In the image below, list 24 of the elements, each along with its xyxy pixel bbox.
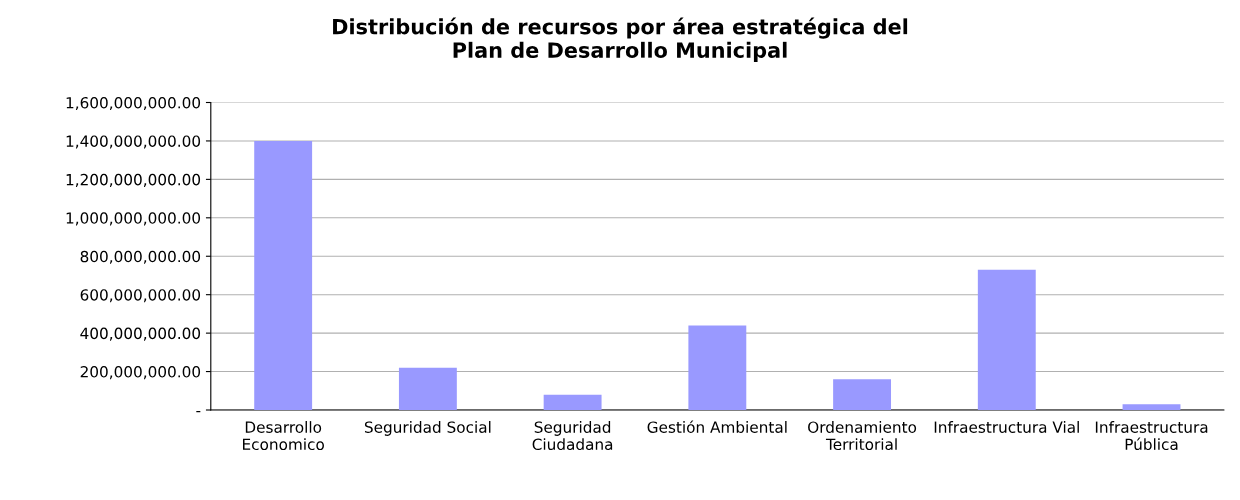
x-tick-label: Gestión Ambiental <box>647 420 787 433</box>
y-tick-label: 1,000,000,000.00 <box>66 212 201 226</box>
x-tick-label: Infraestructura Pública <box>1095 421 1208 451</box>
y-tick-label: - <box>196 411 201 413</box>
y-tick-label: 1,400,000,000.00 <box>66 135 201 149</box>
bar <box>543 394 602 410</box>
y-tick-label: 200,000,000.00 <box>80 366 201 380</box>
bar <box>977 269 1036 410</box>
x-tick-label: Ordenamiento Territorial <box>808 421 917 451</box>
y-tick-label: 800,000,000.00 <box>80 250 201 264</box>
bar <box>398 367 457 410</box>
chart-title: Distribución de recursos por área estratégica del Plan de Desarrollo Municipal <box>333 17 908 62</box>
y-tick-label: 1,600,000,000.00 <box>66 96 201 111</box>
bar <box>1122 404 1181 410</box>
bar <box>254 140 313 410</box>
x-tick-label: Seguridad Ciudadana <box>532 421 613 451</box>
x-tick-label: Seguridad Social <box>364 421 491 436</box>
x-tick-label: Infraestructura Vial <box>934 421 1079 433</box>
y-tick-label: 1,200,000,000.00 <box>66 173 201 187</box>
x-tick-label: Desarrollo Economico <box>243 421 324 451</box>
bar <box>833 379 892 410</box>
y-tick-label: 600,000,000.00 <box>80 289 201 303</box>
bar <box>688 325 747 410</box>
y-tick-label: 400,000,000.00 <box>80 327 201 341</box>
